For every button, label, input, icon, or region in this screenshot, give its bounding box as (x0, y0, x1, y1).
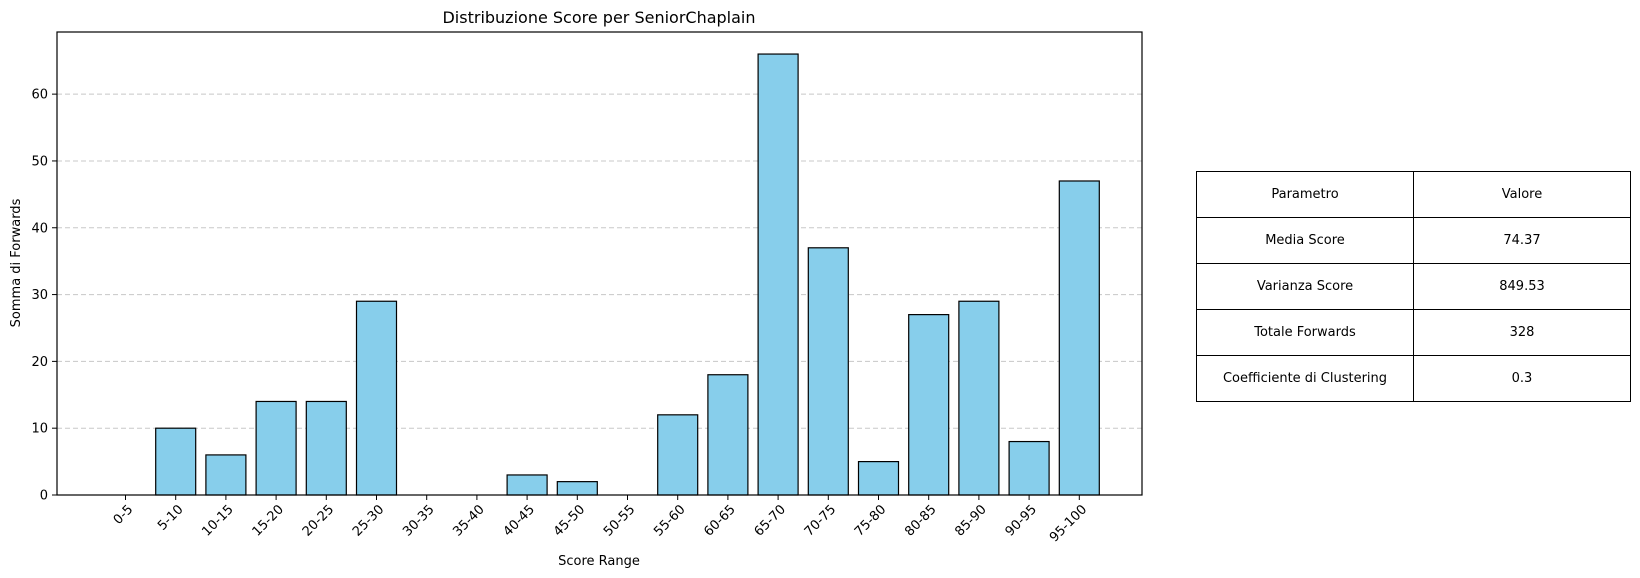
y-tick-label: 10 (31, 422, 48, 437)
chart-title: Distribuzione Score per SeniorChaplain (442, 8, 755, 27)
bar-90-95 (1008, 440, 1050, 496)
x-tick-label: 65-70 (752, 502, 789, 539)
x-tick-label: 90-95 (1003, 502, 1040, 539)
x-axis: 0-5 5-10 10-15 15-20 20-25 25-30 30-35 35-40 40-… (111, 495, 1090, 545)
bar-60-65 (707, 374, 749, 496)
x-tick-label: 95-100 (1047, 502, 1090, 545)
table-row: Coefficiente di Clustering 0.3 (1196, 355, 1631, 402)
x-tick-label: 75-80 (852, 502, 889, 539)
y-tick-label: 20 (31, 355, 48, 370)
bar-10-15 (205, 454, 247, 496)
bar-5-10 (155, 427, 197, 496)
x-tick-label: 35-40 (450, 502, 487, 539)
table-cell-parameter: Varianza Score (1196, 263, 1414, 310)
x-axis-title: Score Range (558, 554, 640, 569)
table-header-cell: Valore (1413, 171, 1631, 218)
x-tick-label: 50-55 (601, 502, 638, 539)
y-tick-label: 50 (31, 154, 48, 169)
bar-70-75 (807, 247, 849, 496)
bar-65-70 (757, 53, 799, 496)
y-axis-title: Somma di Forwards (9, 198, 24, 327)
y-axis: 0 10 20 30 40 50 60 (31, 88, 57, 504)
x-tick-label: 5-10 (155, 502, 186, 533)
y-tick-label: 40 (31, 221, 48, 236)
bar-55-60 (657, 414, 699, 496)
bar-15-20 (255, 400, 297, 496)
bar-40-45 (506, 474, 548, 496)
table-cell-value: 0.3 (1413, 355, 1631, 402)
bar-75-80 (857, 460, 900, 496)
bar-20-25 (305, 400, 347, 496)
table-cell-value: 328 (1413, 309, 1631, 356)
x-tick-label: 60-65 (701, 502, 738, 539)
x-tick-label: 15-20 (250, 502, 287, 539)
bar-80-85 (908, 314, 950, 496)
x-tick-label: 85-90 (952, 502, 989, 539)
bar-95-100 (1058, 180, 1100, 496)
y-tick-label: 30 (31, 288, 48, 303)
bar-25-30 (355, 300, 398, 496)
table-header-row: Parametro Valore (1196, 171, 1631, 218)
x-tick-label: 20-25 (300, 502, 337, 539)
table-cell-value: 849.53 (1413, 263, 1631, 310)
x-tick-label: 25-30 (350, 502, 387, 539)
x-tick-label: 30-35 (400, 502, 437, 539)
bar-45-50 (556, 481, 598, 496)
x-tick-label: 45-50 (551, 502, 588, 539)
y-tick-label: 0 (40, 489, 48, 504)
x-tick-label: 10-15 (199, 502, 236, 539)
y-tick-label: 60 (31, 88, 48, 103)
table-row: Totale Forwards 328 (1196, 309, 1631, 356)
table-row: Media Score 74.37 (1196, 217, 1631, 264)
x-tick-label: 0-5 (111, 502, 137, 528)
x-tick-label: 40-45 (501, 502, 538, 539)
table-header-cell: Parametro (1196, 171, 1414, 218)
statistics-table: Parametro Valore Media Score 74.37 Varia… (1196, 171, 1631, 402)
table-cell-value: 74.37 (1413, 217, 1631, 264)
table-row: Varianza Score 849.53 (1196, 263, 1631, 310)
plot-area-frame (56, 31, 1143, 496)
x-tick-label: 80-85 (902, 502, 939, 539)
bars (155, 53, 1100, 496)
bar-85-90 (958, 300, 1000, 496)
x-tick-label: 55-60 (651, 502, 688, 539)
table-cell-parameter: Media Score (1196, 217, 1414, 264)
table-cell-parameter: Coefficiente di Clustering (1196, 355, 1414, 402)
table-cell-parameter: Totale Forwards (1196, 309, 1414, 356)
x-tick-label: 70-75 (802, 502, 839, 539)
